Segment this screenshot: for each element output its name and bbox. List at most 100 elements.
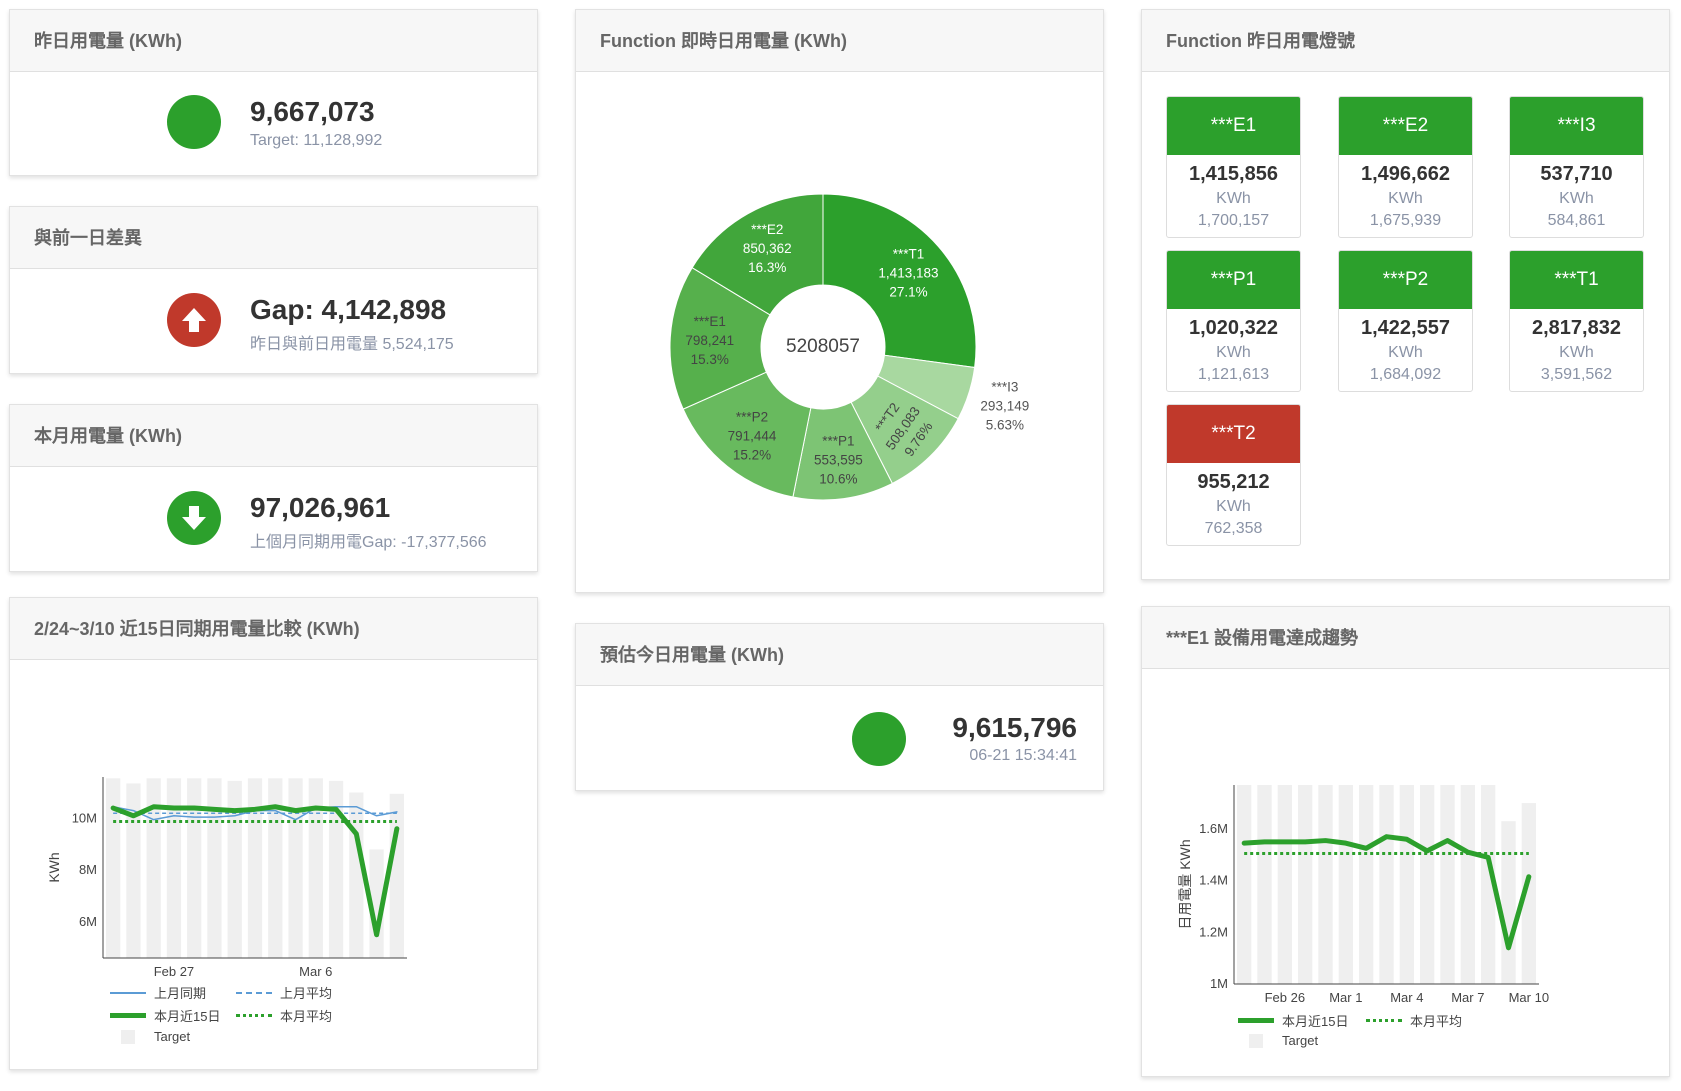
x-tick-label: Feb 26	[1265, 990, 1305, 1005]
light-card[interactable]: ***I3 537,710 KWh 584,861	[1509, 96, 1644, 238]
diff-value: Gap: 4,142,898	[250, 294, 447, 325]
pie-label-text: 553,595	[814, 452, 863, 467]
target-bar	[106, 778, 121, 958]
pie-label-text: 850,362	[743, 241, 792, 256]
light-card[interactable]: ***E1 1,415,856 KWh 1,700,157	[1166, 96, 1301, 238]
light-status-header: ***T2	[1167, 405, 1300, 463]
light-value: 1,496,662	[1361, 163, 1450, 185]
light-target: 1,121,613	[1197, 366, 1270, 383]
pie-label-text: ***E1	[694, 314, 726, 329]
legend-this-month-avg[interactable]: 本月平均	[1366, 1011, 1462, 1030]
light-target: 1,675,939	[1369, 212, 1442, 229]
panel-title: 昨日用電量 (KWh)	[10, 10, 537, 72]
light-unit: KWh	[1388, 190, 1423, 207]
diff-sub: 昨日與前日用電量 5,524,175	[250, 336, 454, 353]
light-value: 537,710	[1540, 163, 1613, 185]
pie-slice	[822, 193, 977, 369]
estimate-value: 9,615,796	[952, 712, 1077, 743]
estimate-panel: 預估今日用電量 (KWh) 9,615,796 06-21 15:34:41	[575, 623, 1104, 791]
this-month-line	[1241, 834, 1532, 951]
legend-this-month[interactable]: 本月近15日	[1238, 1011, 1348, 1030]
light-target: 3,591,562	[1540, 366, 1613, 383]
y-tick-label: 1M	[1210, 976, 1228, 991]
arrow-down-icon	[167, 491, 221, 545]
legend-last-month[interactable]: 上月同期	[110, 983, 206, 1002]
yesterday-usage-panel: 昨日用電量 (KWh) 9,667,073 Target: 11,128,992	[9, 9, 538, 176]
status-green-circle-icon	[852, 712, 906, 766]
light-card[interactable]: ***T2 955,212 KWh 762,358	[1166, 404, 1301, 546]
target-bar	[1359, 785, 1374, 984]
y-tick-label: 1.4M	[1199, 873, 1228, 888]
pie-label-text: ***P2	[736, 410, 768, 425]
target-bar	[1318, 785, 1333, 984]
target-bar	[1399, 785, 1414, 984]
light-target: 584,861	[1547, 212, 1606, 229]
y-tick-label: 1.2M	[1199, 924, 1228, 939]
target-bar	[227, 780, 242, 958]
light-card[interactable]: ***E2 1,496,662 KWh 1,675,939	[1338, 96, 1473, 238]
e1-trend-panel: ***E1 設備用電達成趨勢 1M 1.2M 1.4M 1.6M Feb 26 Mar 1…	[1141, 606, 1670, 1077]
pie-slice-label: ***P2 791,444 15.2%	[728, 410, 777, 463]
pie-slice	[669, 267, 771, 410]
light-card[interactable]: ***P2 1,422,557 KWh 1,684,092	[1338, 250, 1473, 392]
function-realtime-panel: Function 即時日用電量 (KWh) ***T1 1,413,183 27.1…	[575, 9, 1104, 593]
target-bar	[1481, 785, 1496, 984]
pie-slice	[682, 371, 812, 498]
function-lights-panel: Function 昨日用電燈號 ***E1 1,415,856 KWh 1,70…	[1141, 9, 1670, 580]
light-unit: KWh	[1559, 344, 1594, 361]
light-status-header: ***T1	[1510, 251, 1643, 309]
light-value: 955,212	[1197, 471, 1270, 493]
target-bar	[166, 778, 182, 958]
panel-title: Function 昨日用電燈號	[1142, 10, 1669, 72]
light-value: 1,020,322	[1189, 317, 1278, 339]
pie-label-text: 15.3%	[691, 352, 729, 367]
legend-target[interactable]: Target	[1238, 1033, 1318, 1048]
target-bar	[1440, 785, 1455, 984]
light-unit: KWh	[1216, 190, 1251, 207]
pie-label-text: 27.1%	[889, 284, 927, 299]
y-axis-label: KWh	[46, 852, 62, 882]
x-tick-label: Mar 1	[1329, 990, 1362, 1005]
y-axis-label: 日用電量 KWh	[1177, 839, 1193, 929]
x-tick-label: Mar 10	[1509, 990, 1549, 1005]
pie-label-text: 1,413,183	[878, 265, 938, 280]
light-status-header: ***I3	[1510, 97, 1643, 155]
light-value: 1,415,856	[1189, 163, 1278, 185]
light-unit: KWh	[1216, 344, 1251, 361]
x-tick-label: Mar 7	[1451, 990, 1484, 1005]
pie-slice-label: ***E2 850,362 16.3%	[743, 222, 792, 275]
legend-target[interactable]: Target	[110, 1029, 190, 1044]
target-bar	[349, 792, 364, 958]
pie-label-text: ***E2	[751, 222, 783, 237]
light-unit: KWh	[1559, 190, 1594, 207]
y-tick-label: 10M	[72, 810, 97, 825]
legend-this-month-avg[interactable]: 本月平均	[236, 1006, 332, 1025]
arrow-up-icon	[167, 293, 221, 347]
light-card[interactable]: ***T1 2,817,832 KWh 3,591,562	[1509, 250, 1644, 392]
pie-slice-label: ***P1 553,595 10.6%	[814, 433, 863, 486]
light-target: 762,358	[1204, 520, 1263, 537]
light-status-header: ***P1	[1167, 251, 1300, 309]
light-status-header: ***E1	[1167, 97, 1300, 155]
light-card[interactable]: ***P1 1,020,322 KWh 1,121,613	[1166, 250, 1301, 392]
panel-title: ***E1 設備用電達成趨勢	[1142, 607, 1669, 669]
pie-label-text: ***T1	[893, 246, 925, 261]
light-value: 2,817,832	[1532, 317, 1621, 339]
legend-last-month-avg[interactable]: 上月平均	[236, 983, 332, 1002]
comparison-chart-panel: 2/24~3/10 近15日同期用電量比較 (KWh) 6M 8M 10M Feb 2…	[9, 597, 538, 1070]
target-bar	[1460, 785, 1475, 984]
target-bar	[308, 778, 323, 958]
light-unit: KWh	[1388, 344, 1423, 361]
pie-slice-label: ***T1 1,413,183 27.1%	[878, 246, 938, 299]
pie-label-text: 10.6%	[819, 471, 857, 486]
legend-this-month[interactable]: 本月近15日	[110, 1006, 220, 1025]
status-green-circle-icon	[167, 95, 221, 149]
chart-legend: 本月近15日 本月平均 Target	[1238, 1011, 1558, 1071]
target-bar	[1277, 785, 1292, 984]
pie-slice-label: ***E1 798,241 15.3%	[685, 314, 734, 367]
x-tick-label: Mar 4	[1390, 990, 1423, 1005]
target-bar	[1257, 785, 1272, 984]
target-bar	[1338, 785, 1353, 984]
target-bar	[268, 778, 283, 958]
month-sub: 上個月同期用電Gap: -17,377,566	[250, 534, 487, 551]
